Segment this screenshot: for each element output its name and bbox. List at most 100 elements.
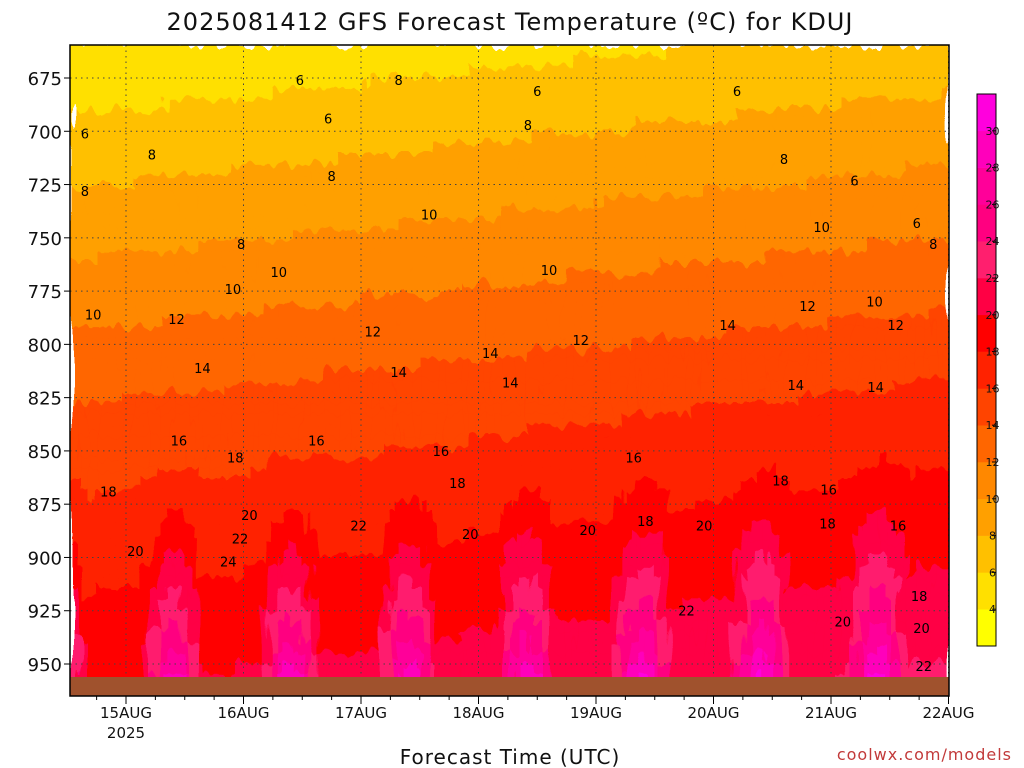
temperature-cell [173,348,183,361]
temperature-cell [237,283,247,296]
temperature-cell [725,435,734,448]
temperature-cell [437,153,447,165]
temperature-cell [213,262,223,274]
temperature-cell [133,489,143,502]
temperature-cell [597,468,606,480]
temperature-cell [429,500,439,513]
temperature-cell [613,598,622,610]
temperature-cell [717,218,726,231]
temperature-cell [389,66,399,79]
temperature-cell [109,229,119,241]
temperature-cell [469,533,479,545]
temperature-cell [261,468,271,480]
temperature-cell [549,327,559,339]
temperature-cell [173,337,183,350]
temperature-cell [93,337,103,350]
temperature-cell [493,218,503,231]
temperature-cell [517,55,527,68]
temperature-cell [373,511,383,523]
temperature-cell [149,131,159,144]
temperature-cell [101,533,111,545]
temperature-cell [557,55,567,68]
temperature-cell [725,479,734,491]
temperature-cell [133,337,143,350]
temperature-cell [229,110,239,122]
temperature-cell [637,565,646,578]
temperature-cell [501,609,511,621]
temperature-cell [461,45,471,57]
temperature-cell [541,229,551,241]
temperature-cell [181,229,191,241]
temperature-cell [373,120,383,133]
temperature-cell [141,641,151,654]
temperature-cell [613,533,622,545]
temperature-cell [333,359,343,372]
temperature-cell [229,609,239,621]
temperature-cell [461,598,471,610]
temperature-cell [301,544,311,556]
temperature-cell [573,641,583,654]
temperature-cell [269,196,279,209]
temperature-cell [509,45,519,57]
temperature-cell [205,45,215,57]
temperature-cell [173,229,183,241]
temperature-cell [637,641,646,654]
temperature-cell [397,45,407,57]
temperature-cell [685,663,694,675]
temperature-cell [70,316,79,328]
temperature-cell [397,587,407,599]
temperature-cell [165,153,175,165]
temperature-cell [141,370,151,382]
temperature-cell [573,120,583,133]
temperature-cell [557,403,567,415]
temperature-cell [613,294,622,306]
temperature-cell [205,337,215,350]
temperature-cell [149,196,159,209]
temperature-cell [557,327,567,339]
temperature-cell [701,630,710,643]
temperature-cell [373,641,383,654]
temperature-cell [541,413,551,426]
temperature-cell [141,403,151,415]
temperature-cell [589,348,598,361]
temperature-cell [341,66,351,79]
temperature-cell [509,305,519,317]
temperature-cell [589,413,598,426]
temperature-cell [509,142,519,155]
temperature-cell [549,468,559,480]
temperature-cell [381,565,391,578]
temperature-cell [93,565,103,578]
temperature-cell [397,392,407,404]
temperature-cell [149,110,159,122]
temperature-cell [237,186,247,198]
temperature-cell [357,175,367,187]
temperature-cell [645,435,654,448]
temperature-cell [677,110,686,122]
temperature-cell [261,446,271,458]
temperature-cell [381,45,391,57]
temperature-cell [229,533,239,545]
temperature-cell [573,327,583,339]
temperature-cell [725,500,734,513]
temperature-cell [485,576,495,589]
temperature-cell [405,457,415,469]
temperature-cell [413,489,423,502]
temperature-cell [77,88,87,100]
temperature-cell [709,218,718,231]
temperature-cell [661,413,670,426]
temperature-cell [709,565,718,578]
temperature-cell [525,609,535,621]
temperature-cell [141,500,151,513]
temperature-cell [85,142,95,155]
temperature-cell [565,142,575,155]
temperature-cell [109,554,119,567]
temperature-cell [421,620,431,632]
temperature-cell [669,479,678,491]
temperature-cell [165,511,175,523]
temperature-cell [245,45,255,57]
temperature-cell [421,196,431,209]
temperature-cell [717,88,726,100]
temperature-cell [581,533,591,545]
temperature-cell [421,489,431,502]
temperature-cell [77,641,87,654]
